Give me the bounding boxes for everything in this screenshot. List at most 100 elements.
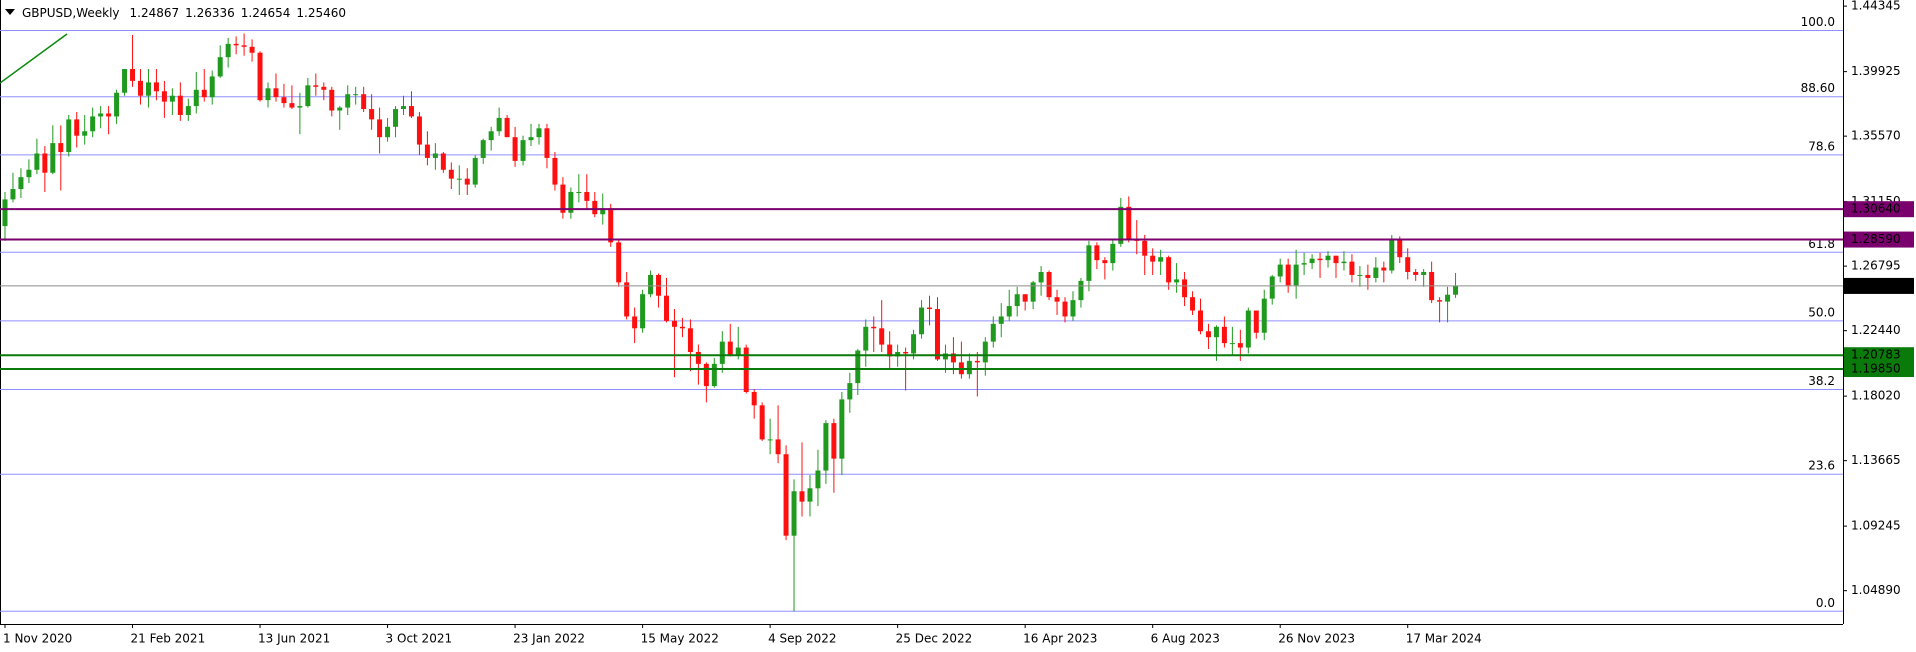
candle-body bbox=[1086, 245, 1092, 281]
candle-body bbox=[193, 89, 199, 107]
candle-body bbox=[1317, 258, 1323, 261]
candle-body bbox=[592, 200, 598, 215]
ohlc-close: 1.25460 bbox=[296, 6, 346, 20]
candle-body bbox=[1341, 261, 1347, 264]
candle-body bbox=[632, 316, 638, 329]
chart-header: GBPUSD,Weekly 1.24867 1.26336 1.24654 1.2546… bbox=[22, 6, 346, 20]
candle-body bbox=[1373, 267, 1379, 278]
candle-body bbox=[1413, 272, 1419, 275]
candle-body bbox=[1365, 274, 1371, 278]
candle-body bbox=[735, 347, 741, 355]
candle-body bbox=[751, 392, 757, 406]
x-tick-label: 3 Oct 2021 bbox=[386, 632, 453, 646]
candle-body bbox=[520, 140, 526, 161]
candle-body bbox=[1333, 255, 1339, 264]
fib-label: 100.0 bbox=[1801, 15, 1835, 29]
candle-body bbox=[201, 89, 207, 98]
candle-body bbox=[799, 491, 805, 502]
candle-body bbox=[887, 344, 893, 357]
candle-body bbox=[1158, 257, 1164, 262]
candle-body bbox=[560, 184, 566, 213]
candle-body bbox=[656, 274, 662, 296]
trend-line bbox=[0, 33, 68, 84]
candle-body bbox=[1190, 297, 1196, 311]
candle-body bbox=[671, 320, 677, 327]
candle-body bbox=[361, 94, 367, 110]
candle-body bbox=[871, 326, 877, 329]
candle-body bbox=[90, 116, 96, 132]
menu-arrow[interactable] bbox=[5, 9, 15, 15]
x-tick-label: 15 May 2022 bbox=[641, 632, 719, 646]
candle-body bbox=[807, 488, 813, 502]
candle-body bbox=[1357, 274, 1363, 276]
x-tick-label: 17 Mar 2024 bbox=[1406, 632, 1482, 646]
candle-body bbox=[1118, 206, 1124, 244]
candle-body bbox=[648, 274, 654, 295]
candle-body bbox=[488, 131, 494, 141]
candle-body bbox=[664, 295, 670, 321]
candle-body bbox=[225, 43, 231, 58]
candle-body bbox=[1453, 285, 1459, 295]
candle-body bbox=[353, 94, 359, 96]
price-level-tag bbox=[1844, 277, 1914, 294]
candle-body bbox=[401, 106, 406, 110]
price-level-label: 1.25460 bbox=[1851, 278, 1901, 292]
ohlc-high: 1.26336 bbox=[185, 6, 235, 20]
candle-body bbox=[1349, 261, 1355, 275]
candle-body bbox=[185, 106, 191, 115]
candle-body bbox=[26, 169, 32, 178]
candle-body bbox=[10, 189, 16, 200]
fib-label: 50.0 bbox=[1808, 305, 1835, 319]
candle-body bbox=[1445, 294, 1451, 302]
candle-body bbox=[927, 307, 933, 310]
candle-body bbox=[998, 316, 1004, 324]
candle-body bbox=[1309, 258, 1315, 264]
candle-body bbox=[1006, 306, 1012, 317]
price-level-tag bbox=[1844, 347, 1914, 364]
candle-body bbox=[823, 423, 829, 471]
candle-body bbox=[528, 137, 534, 141]
candle-body bbox=[145, 82, 151, 96]
y-tick-label: 1.35570 bbox=[1851, 129, 1901, 143]
candle-body bbox=[265, 88, 271, 101]
candle-body bbox=[369, 109, 375, 120]
candle-body bbox=[1046, 272, 1052, 298]
candle-body bbox=[1062, 301, 1068, 317]
candle-body bbox=[1229, 343, 1235, 345]
candle-body bbox=[1437, 300, 1443, 302]
symbol: GBPUSD,Weekly bbox=[22, 6, 120, 20]
candle-body bbox=[1094, 245, 1100, 261]
candle-body bbox=[74, 119, 80, 136]
candle-body bbox=[50, 143, 56, 173]
candle-body bbox=[106, 113, 112, 117]
y-tick-label: 1.44345 bbox=[1851, 0, 1901, 13]
candle-body bbox=[1301, 263, 1307, 265]
fib-label: 78.6 bbox=[1808, 139, 1835, 153]
candle-body bbox=[1022, 294, 1028, 302]
candle-body bbox=[919, 307, 925, 335]
candle-body bbox=[1102, 260, 1108, 264]
fib-label: 23.6 bbox=[1808, 459, 1835, 473]
candle-body bbox=[1070, 300, 1076, 317]
candle-body bbox=[903, 352, 909, 354]
candle-body bbox=[305, 85, 311, 107]
candle-body bbox=[759, 405, 765, 440]
candle-body bbox=[966, 360, 972, 375]
candle-body bbox=[847, 383, 853, 400]
candle-body bbox=[504, 117, 510, 138]
x-tick-label: 13 Jun 2021 bbox=[258, 632, 330, 646]
candle-body bbox=[1110, 243, 1116, 264]
candle-body bbox=[1150, 255, 1156, 262]
price-level-label: 1.30640 bbox=[1851, 202, 1901, 216]
candle-body bbox=[1397, 239, 1403, 258]
candle-body bbox=[249, 46, 255, 53]
candle-body bbox=[584, 192, 590, 201]
candle-body bbox=[432, 153, 438, 158]
candle-body bbox=[1142, 240, 1148, 256]
price-level-label: 1.19850 bbox=[1851, 362, 1901, 376]
price-level-label: 1.28590 bbox=[1851, 232, 1901, 246]
candle-body bbox=[1198, 310, 1203, 332]
candle-body bbox=[879, 328, 885, 345]
candle-body bbox=[169, 95, 175, 102]
candle-body bbox=[289, 103, 295, 108]
